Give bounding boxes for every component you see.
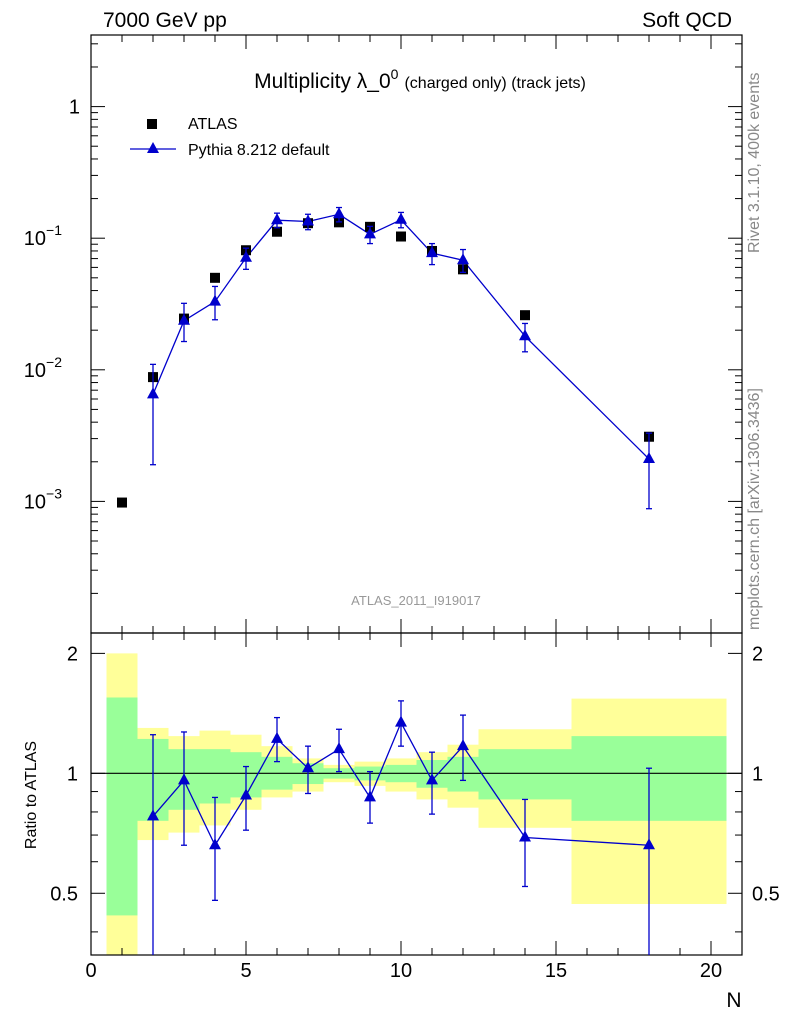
mc-line <box>152 213 650 460</box>
ratio-y-tick-label: 0.5 <box>50 883 78 905</box>
legend-label-pythia: Pythia 8.212 default <box>188 142 330 159</box>
mc-point-pythia <box>178 313 190 325</box>
main-y-tick-base: 1 <box>69 97 80 119</box>
ratio-band-green <box>199 749 231 804</box>
ratio-bands <box>106 653 727 955</box>
legend: ATLAS Pythia 8.212 default <box>130 116 330 159</box>
ratio-plot-marks <box>147 700 655 955</box>
legend-marker-pythia <box>147 142 159 153</box>
ratio-band-green <box>478 749 572 800</box>
ratio-point <box>178 773 190 785</box>
ratio-y-tick-label-right: 1 <box>752 763 763 785</box>
main-y-tick-exp: −3 <box>46 485 62 501</box>
ratio-point <box>147 809 159 821</box>
ratio-point <box>209 838 221 850</box>
main-y-tick-label: 1 <box>69 97 80 119</box>
ratio-point <box>333 742 345 754</box>
main-y-tick-base: 10 <box>24 491 46 513</box>
data-point-atlas <box>210 272 220 283</box>
ratio-y-label: Ratio to ATLAS <box>23 741 40 849</box>
data-point-atlas <box>520 310 530 321</box>
ratio-point <box>364 790 376 802</box>
header-category: Soft QCD <box>642 9 732 32</box>
ratio-y-tick-label: 1 <box>67 763 78 785</box>
data-point-atlas <box>117 497 127 508</box>
x-tick-label: 10 <box>390 960 412 982</box>
ratio-point <box>395 715 407 727</box>
watermark: ATLAS_2011_I919017 <box>351 593 481 608</box>
ratio-point <box>302 761 314 773</box>
mc-point-pythia <box>643 451 655 463</box>
ratio-point <box>457 739 469 751</box>
ratio-y-tick-label-right: 0.5 <box>752 883 780 905</box>
main-y-tick-label: 10−1 <box>24 222 62 250</box>
x-tick-label: 15 <box>545 960 567 982</box>
chart-title-extra: (charged only) (track jets) <box>404 75 585 92</box>
mc-point-pythia <box>271 213 283 225</box>
ratio-point <box>519 830 531 842</box>
mc-point-pythia <box>364 227 376 239</box>
x-tick-label: 20 <box>700 960 722 982</box>
ratio-point <box>426 773 438 785</box>
main-y-tick-base: 10 <box>24 360 46 382</box>
mc-point-pythia <box>426 246 438 258</box>
mc-point-pythia <box>302 214 314 226</box>
main-y-tick-base: 10 <box>24 228 46 250</box>
mc-point-pythia <box>240 250 252 262</box>
ratio-point <box>643 838 655 850</box>
x-tick-label: 5 <box>240 960 251 982</box>
legend-marker-atlas <box>147 119 157 129</box>
mc-point-pythia <box>395 212 407 224</box>
main-y-tick-exp: −2 <box>46 354 62 370</box>
ratio-point <box>240 788 252 800</box>
ratio-point <box>271 731 283 743</box>
mc-point-pythia <box>519 329 531 341</box>
x-tick-label: 0 <box>85 960 96 982</box>
mc-point-pythia <box>333 207 345 219</box>
ratio-y-tick-label-right: 2 <box>752 643 763 665</box>
legend-label-atlas: ATLAS <box>188 116 238 133</box>
ratio-y-tick-label: 2 <box>67 643 78 665</box>
ratio-band-green <box>106 697 138 916</box>
chart-title-main: Multiplicity λ_0 <box>254 70 391 93</box>
chart-title: Multiplicity λ_00 (charged only) (track j… <box>254 66 586 93</box>
main-y-tick-label: 10−3 <box>24 485 62 513</box>
main-y-tick-exp: −1 <box>46 222 62 238</box>
main-y-tick-label: 10−2 <box>24 354 62 382</box>
mc-point-pythia <box>457 253 469 265</box>
main-plot-marks <box>117 206 655 510</box>
data-point-atlas <box>396 231 406 242</box>
ratio-frame <box>90 632 743 956</box>
chart-title-sup: 0 <box>391 66 399 82</box>
header-energy: 7000 GeV pp <box>103 9 227 32</box>
x-axis-label: N <box>726 989 741 1012</box>
data-point-atlas <box>272 226 282 237</box>
mc-point-pythia <box>209 294 221 306</box>
mc-point-pythia <box>147 387 159 399</box>
